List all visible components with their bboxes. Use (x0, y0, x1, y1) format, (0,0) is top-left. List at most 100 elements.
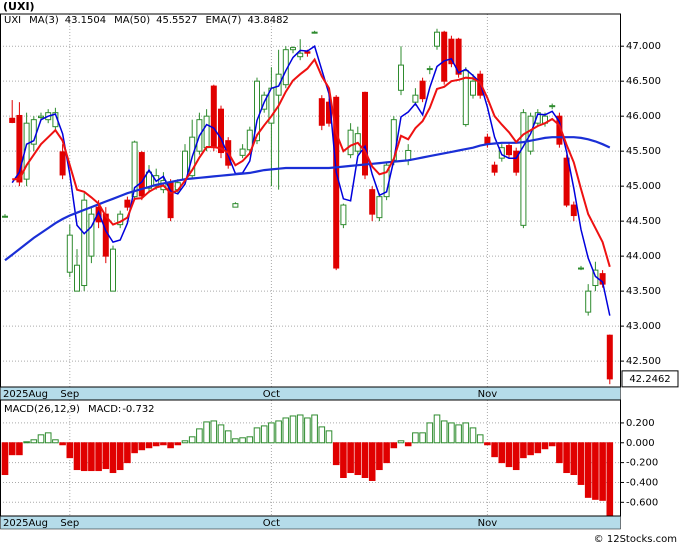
macd-bar (484, 442, 491, 446)
x-tick-label: 2025Aug (3, 518, 48, 529)
macd-bar (210, 420, 218, 444)
macd-bar (246, 436, 254, 444)
candle-body (9, 117, 16, 123)
last-price-label: 42.2462 (629, 374, 670, 385)
y-tick-label: 43.000 (626, 321, 661, 332)
candle-body (412, 94, 419, 103)
macd-bar (340, 442, 347, 478)
macd-bar (116, 442, 124, 471)
candle-body (426, 68, 433, 71)
macd-bar (563, 442, 570, 474)
y-tick-label: -0.600 (626, 497, 658, 508)
macd-bar (203, 421, 210, 444)
macd-bar (556, 442, 563, 464)
candle-body (455, 38, 462, 75)
candle-body (239, 148, 246, 156)
macd-bar (455, 424, 462, 444)
macd-bar (174, 442, 182, 446)
macd-bar (275, 420, 282, 444)
macd-bar (361, 442, 369, 478)
macd-bar (498, 442, 506, 464)
macd-bar (440, 420, 448, 444)
candle-body (470, 80, 476, 96)
candle-body (513, 150, 520, 173)
candle-body (210, 85, 217, 149)
y-tick-label: 44.000 (626, 251, 661, 262)
macd-bar (16, 442, 23, 456)
macd-bar (296, 414, 304, 444)
legend-entry: EMA(7) (205, 15, 241, 26)
candle-body (254, 80, 260, 142)
candle-body (16, 114, 23, 183)
macd-bar (152, 442, 160, 447)
macd-bar (95, 442, 102, 472)
legend-entry: -0.732 (122, 404, 154, 415)
macd-bar (390, 442, 398, 449)
y-tick-label: -0.400 (626, 477, 658, 488)
candle-body (203, 115, 210, 149)
legend-entry: MA(3) (29, 15, 59, 26)
legend-entry: MACD(26,12,9) (4, 404, 80, 415)
macd-bar (232, 438, 239, 444)
macd-bar (606, 442, 614, 516)
macd-bar (224, 430, 232, 444)
y-tick-label: 45.000 (626, 181, 661, 192)
macd-bar (520, 442, 527, 459)
y-tick-label: 42.500 (626, 356, 661, 367)
macd-bar (448, 422, 455, 444)
macd-bar (8, 442, 16, 456)
macd-bar (397, 440, 405, 444)
y-tick-label: 0.000 (626, 438, 655, 449)
candle-body (131, 141, 138, 198)
macd-bar (512, 442, 520, 471)
candle-body (578, 267, 584, 270)
macd-bar (23, 441, 30, 444)
macd-bar (383, 442, 390, 464)
candle-body (88, 213, 95, 257)
candle-body (66, 234, 73, 273)
macd-bar (433, 414, 441, 444)
candle-body (606, 334, 613, 380)
macd-bar (37, 434, 45, 444)
legend-entry: 45.5527 (156, 15, 197, 26)
macd-bar (476, 434, 484, 444)
date-strip (0, 386, 621, 401)
y-tick-label: 47.000 (626, 41, 661, 52)
legend-entry: UXI (4, 15, 21, 26)
candle-body (81, 199, 88, 287)
indicator-line (4, 136, 611, 262)
candle-body (506, 145, 512, 156)
macd-bar (592, 442, 599, 500)
macd-bar (332, 442, 340, 466)
candle-body (419, 80, 426, 100)
macd-bar (73, 442, 81, 471)
macd-bar (66, 442, 74, 459)
candle-body (95, 206, 102, 223)
macd-bar (52, 439, 59, 444)
candle-body (304, 51, 311, 54)
macd-bar (181, 440, 189, 444)
macd-bar (577, 442, 585, 485)
macd-bar (599, 442, 606, 501)
macd-bar (368, 442, 376, 481)
candle-body (2, 215, 8, 218)
macd-bar (376, 442, 383, 471)
candle-body (534, 112, 541, 124)
candle-body (311, 31, 318, 34)
macd-bar (462, 422, 470, 444)
macd-bar (88, 442, 95, 472)
macd-bar (505, 442, 513, 468)
candle-body (570, 204, 577, 217)
macd-bar (570, 442, 578, 476)
x-tick-label: Sep (60, 518, 79, 529)
candle-body (405, 149, 412, 161)
candle-body (398, 64, 404, 91)
macd-bar (124, 442, 131, 464)
plot-area (0, 14, 621, 387)
macd-bar (325, 430, 333, 444)
macd-bar (311, 414, 318, 444)
macd-bar (239, 437, 246, 444)
candle-body (563, 157, 570, 206)
candle-body (491, 164, 498, 173)
footer: © 12Stocks.com (594, 534, 677, 545)
